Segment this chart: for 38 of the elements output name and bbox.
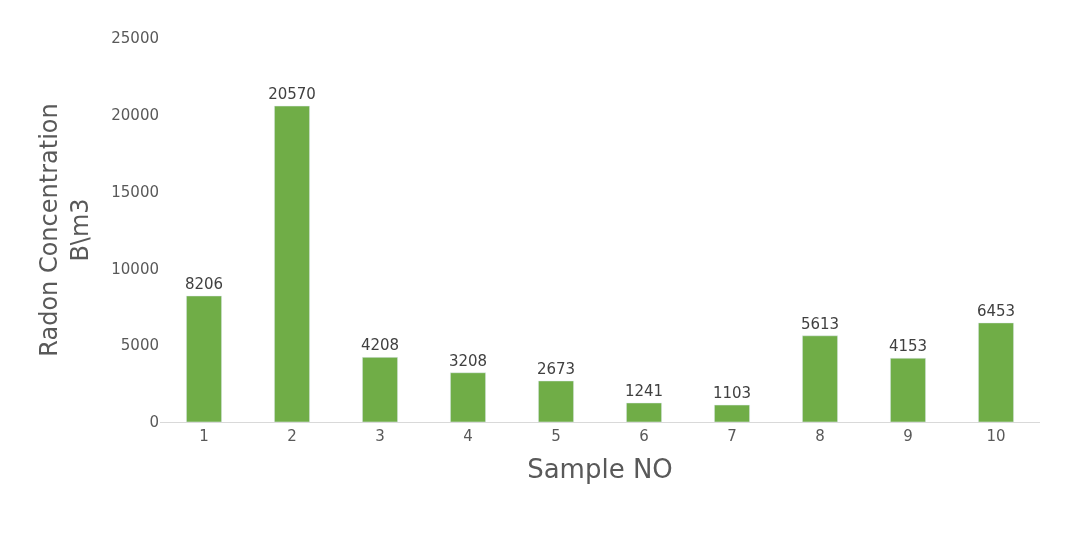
x-tick-label: 2 — [287, 427, 297, 445]
x-tick-label: 1 — [199, 427, 209, 445]
y-tick-label: 5000 — [120, 336, 159, 355]
y-axis-title: Radon Concentration B\m3 — [35, 103, 95, 357]
y-tick-label: 0 — [149, 413, 159, 432]
x-tick-label: 7 — [727, 427, 737, 445]
bar — [274, 105, 310, 422]
data-label: 6453 — [976, 301, 1016, 320]
x-tick-label: 5 — [551, 427, 561, 445]
bar — [362, 357, 398, 422]
data-label: 1241 — [624, 381, 664, 400]
data-label: 4208 — [360, 336, 400, 355]
data-label: 2673 — [536, 359, 576, 378]
x-axis-title: Sample NO — [527, 453, 673, 484]
y-tick-label: 15000 — [111, 182, 159, 201]
data-label: 8206 — [184, 274, 224, 293]
bar — [802, 335, 838, 422]
y-tick-label: 25000 — [111, 29, 159, 48]
x-tick-label: 10 — [986, 427, 1006, 445]
x-tick-label: 9 — [903, 427, 913, 445]
bar — [538, 380, 574, 422]
bar — [450, 372, 486, 422]
data-label: 20570 — [268, 85, 316, 104]
bar — [978, 322, 1014, 422]
x-tick-label: 8 — [815, 427, 825, 445]
x-tick-label: 3 — [375, 427, 385, 445]
data-label: 5613 — [800, 314, 840, 333]
y-tick-label: 10000 — [111, 259, 159, 278]
x-tick-label: 4 — [463, 427, 473, 445]
data-label: 1103 — [712, 384, 752, 403]
bar — [186, 295, 222, 422]
bar — [714, 404, 750, 422]
bar — [626, 402, 662, 422]
y-tick-label: 20000 — [111, 106, 159, 125]
data-label: 3208 — [448, 351, 488, 370]
x-tick-label: 6 — [639, 427, 649, 445]
data-label: 4153 — [888, 337, 928, 356]
bar — [890, 357, 926, 422]
